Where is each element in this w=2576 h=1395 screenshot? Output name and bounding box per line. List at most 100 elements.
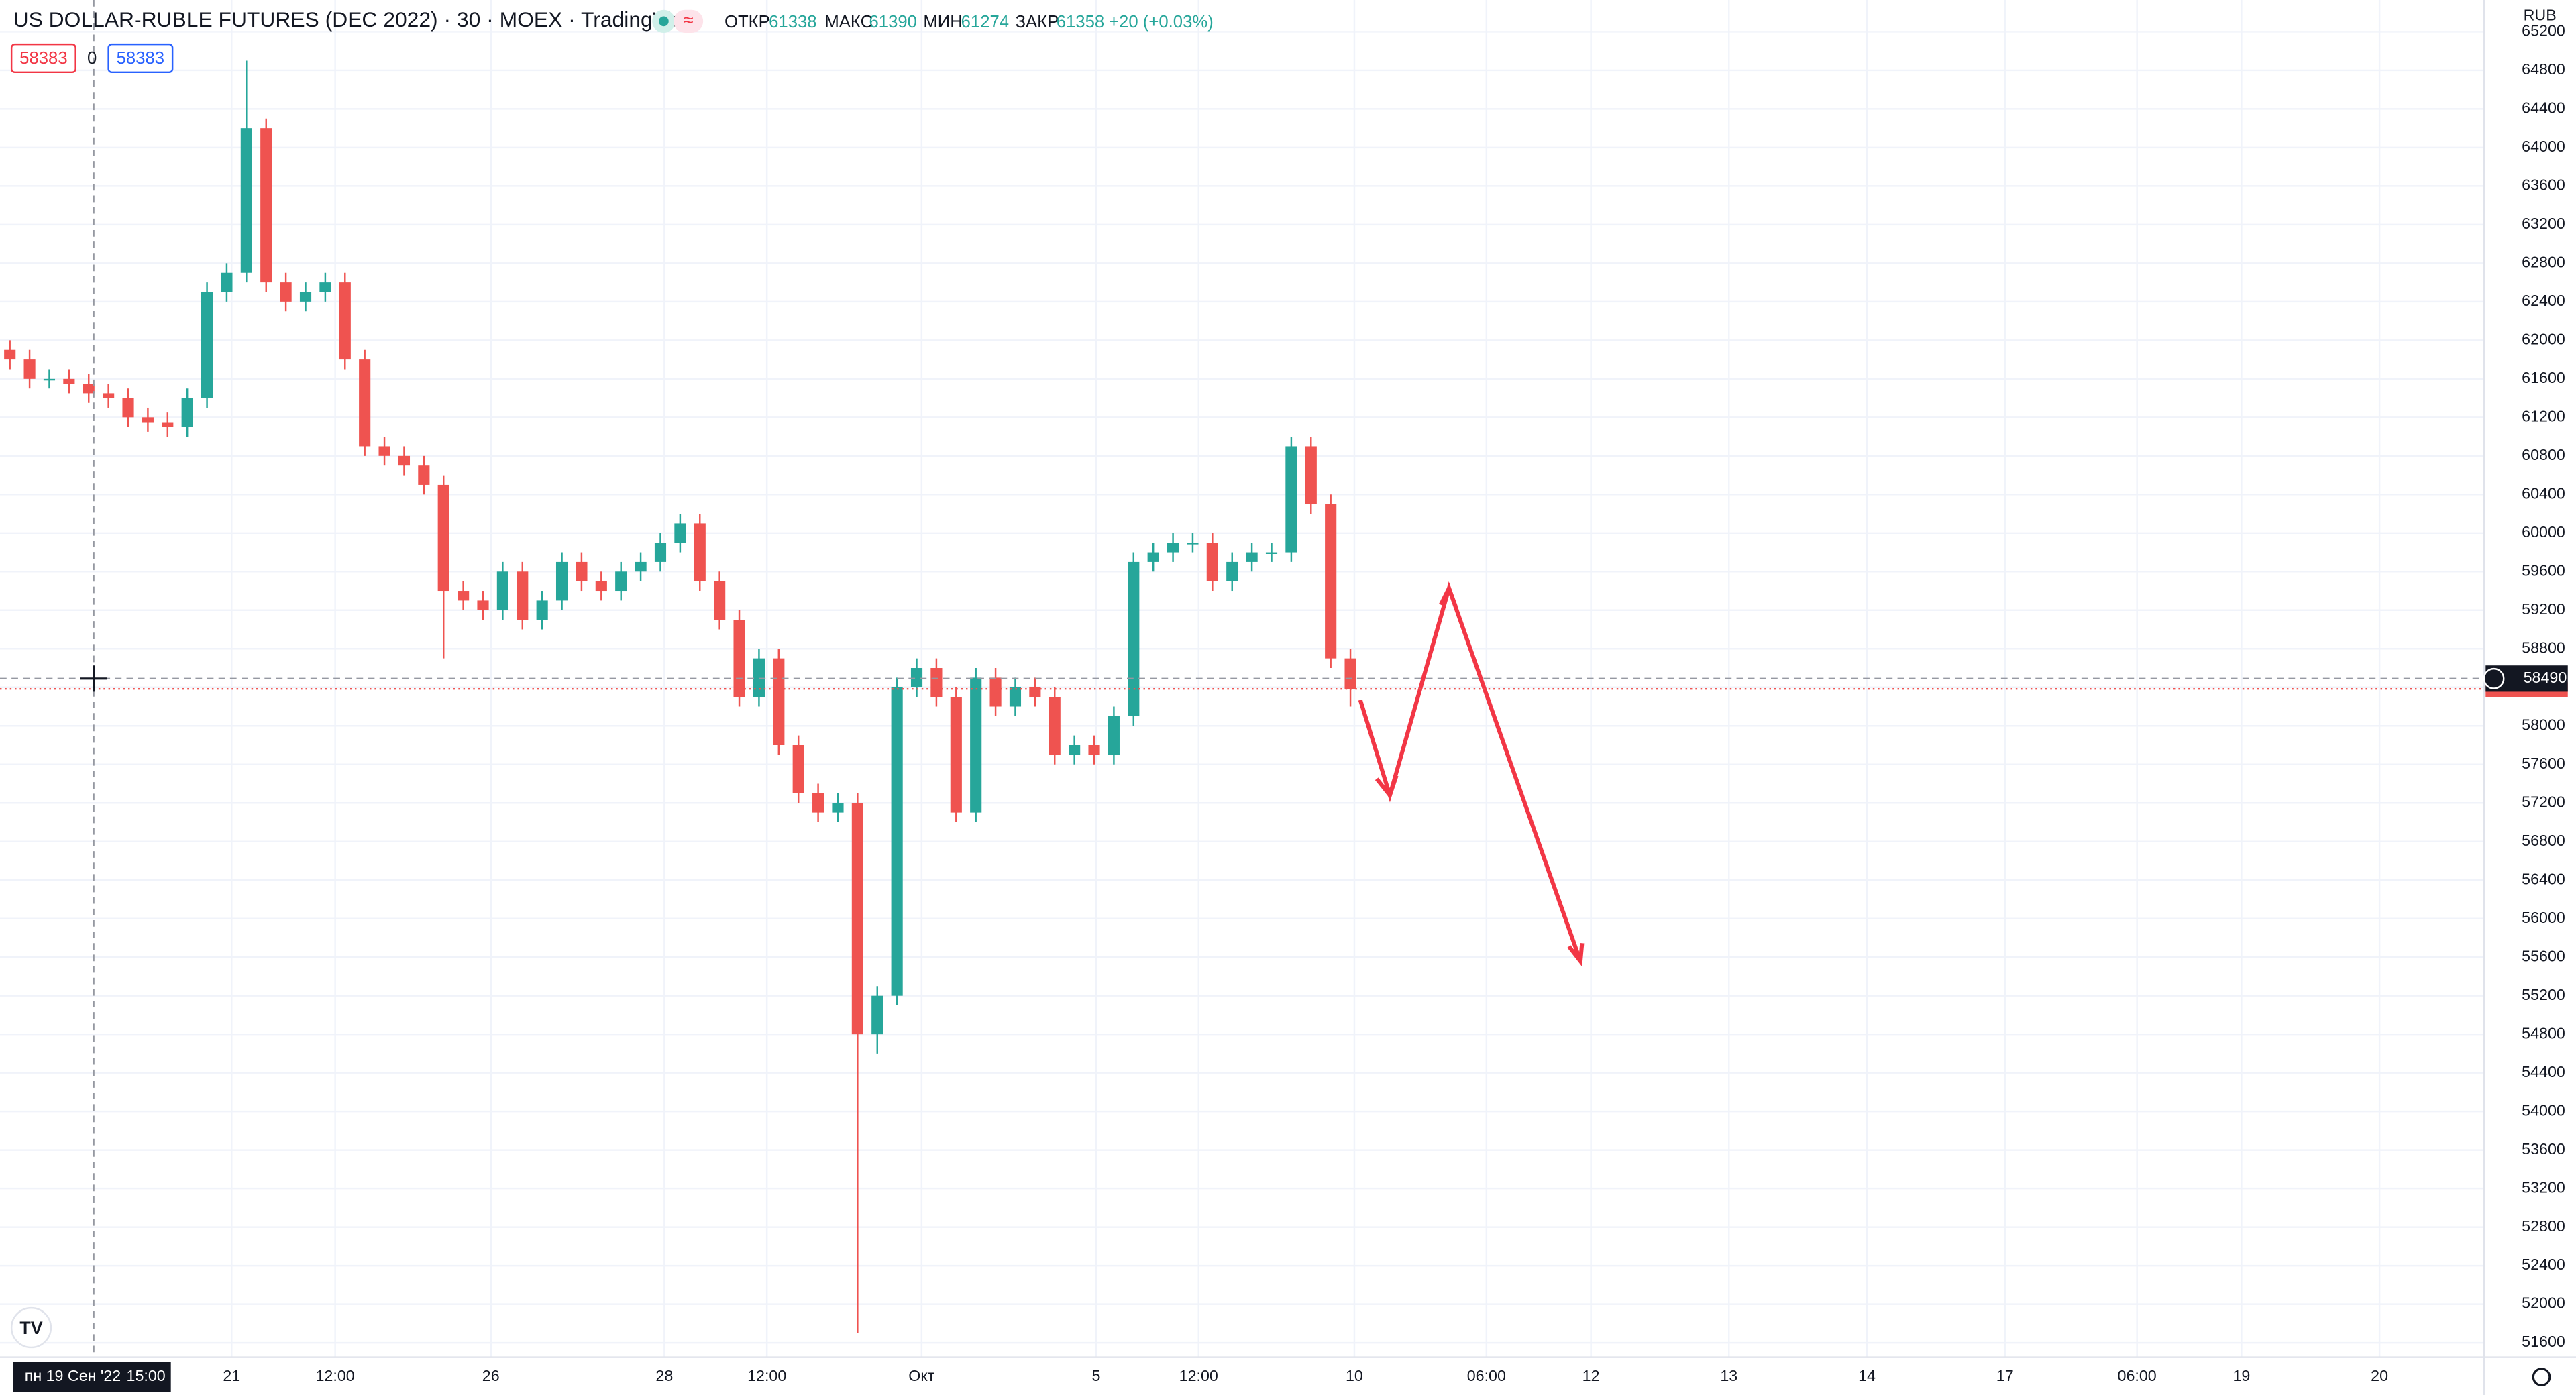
logo: TV <box>10 1306 52 1349</box>
candle-body <box>930 668 943 698</box>
y-tick-label: 57600 <box>2522 755 2565 772</box>
candle-body <box>103 393 115 398</box>
ohlc-label: МАКС <box>824 13 873 32</box>
y-tick-label: 62400 <box>2522 292 2565 309</box>
crosshair-time-box <box>13 1362 171 1392</box>
candle-body <box>950 697 962 813</box>
candle-body <box>1344 658 1356 689</box>
candle-body <box>595 581 607 592</box>
candle-body <box>1069 744 1081 755</box>
currency[interactable]: RUB <box>2524 7 2557 24</box>
ohlc-label: ЗАКР <box>1015 13 1059 32</box>
y-tick-label: 56800 <box>2522 832 2565 849</box>
candle-body <box>1265 552 1278 554</box>
y-tick-label: 51600 <box>2522 1333 2565 1350</box>
candle-body <box>201 292 213 398</box>
x-tick-label: 12:00 <box>1179 1367 1218 1384</box>
drawing-arrow[interactable] <box>1358 581 1582 962</box>
y-tick-label: 59200 <box>2522 600 2565 618</box>
candle-body <box>458 591 470 601</box>
crosshair-date: пн 19 Сен '22 <box>25 1367 121 1384</box>
x-tick-label: 17 <box>1996 1367 2014 1384</box>
y-tick-label: 52400 <box>2522 1256 2565 1273</box>
y-tick-label: 63200 <box>2522 215 2565 232</box>
buy-price: 58383 <box>117 49 164 68</box>
candle-body <box>359 359 371 447</box>
candle-body <box>871 995 883 1035</box>
candle-body <box>477 600 489 610</box>
y-tick-label: 60400 <box>2522 484 2565 502</box>
x-tick-label: 12:00 <box>747 1367 786 1384</box>
candle-body <box>437 484 449 592</box>
candle-body <box>1009 687 1022 707</box>
candle-body <box>615 571 627 592</box>
y-tick-label: 54400 <box>2522 1063 2565 1080</box>
replay-glyph: ≈ <box>684 10 694 30</box>
y-tick-label: 61200 <box>2522 407 2565 425</box>
chart-title: US DOLLAR-RUBLE FUTURES (DEC 2022) · 30 … <box>13 7 700 32</box>
buy-button[interactable] <box>107 43 174 74</box>
add-alert-icon <box>2483 667 2505 689</box>
arrow-head <box>1439 583 1458 608</box>
candle-body <box>792 744 804 793</box>
y-tick-label: 62000 <box>2522 330 2565 347</box>
candle-body <box>122 398 134 418</box>
sell-button[interactable] <box>10 43 76 74</box>
candle-body <box>83 384 95 394</box>
x-tick-label: 12 <box>1582 1367 1600 1384</box>
y-tick-label: 60800 <box>2522 446 2565 463</box>
candle-body <box>339 282 351 360</box>
x-tick-label: 06:00 <box>1467 1367 1506 1384</box>
y-tick-label: 52800 <box>2522 1217 2565 1235</box>
candle-body <box>4 349 16 360</box>
candle-body <box>23 359 36 379</box>
candle-body <box>260 128 272 283</box>
y-tick-label: 64000 <box>2522 137 2565 155</box>
replay-icon[interactable] <box>674 9 704 33</box>
y-tick-label: 53600 <box>2522 1140 2565 1158</box>
y-tick-label: 56400 <box>2522 870 2565 887</box>
y-tick-label: 58000 <box>2522 716 2565 733</box>
candle-body <box>832 803 844 813</box>
x-tick-label: 14 <box>1858 1367 1876 1384</box>
ohlc-value: 61390 <box>869 13 917 32</box>
x-tick-label: 10 <box>1346 1367 1363 1384</box>
candle-body <box>398 455 411 466</box>
candle-body <box>773 658 785 745</box>
candle-body <box>378 446 390 456</box>
y-tick-label: 61600 <box>2522 369 2565 386</box>
candle-body <box>63 378 75 384</box>
y-tick-label: 63600 <box>2522 176 2565 194</box>
candle-body <box>299 292 312 302</box>
candle-body <box>517 571 529 620</box>
x-tick-label: 26 <box>482 1367 500 1384</box>
candle-body <box>851 803 863 1035</box>
candle-body <box>674 523 686 543</box>
candle-body <box>1206 543 1218 581</box>
settings-icon[interactable] <box>2532 1368 2551 1386</box>
y-tick-label: 62800 <box>2522 254 2565 271</box>
candle-body <box>280 282 292 302</box>
sell-price: 58383 <box>19 49 67 68</box>
candle-body <box>1167 543 1179 553</box>
candle-body <box>142 417 154 423</box>
candle-body <box>181 398 193 427</box>
y-tick-label: 52000 <box>2522 1294 2565 1312</box>
candle-body <box>418 465 430 485</box>
ohlc-label: МИН <box>923 13 962 32</box>
x-tick-label: Окт <box>908 1367 935 1384</box>
x-tick-label: 13 <box>1720 1367 1737 1384</box>
svg-text:TV: TV <box>19 1318 42 1338</box>
x-tick-label: 21 <box>223 1367 240 1384</box>
candle-body <box>812 793 824 813</box>
x-tick-label: 19 <box>2233 1367 2250 1384</box>
quantity[interactable]: 0 <box>87 49 97 68</box>
arrow-head <box>1567 942 1585 967</box>
x-tick-label: 28 <box>655 1367 673 1384</box>
candle-body <box>1187 543 1199 545</box>
candle-body <box>496 571 508 610</box>
y-tick-label: 64800 <box>2522 60 2565 78</box>
candle-body <box>43 378 56 381</box>
